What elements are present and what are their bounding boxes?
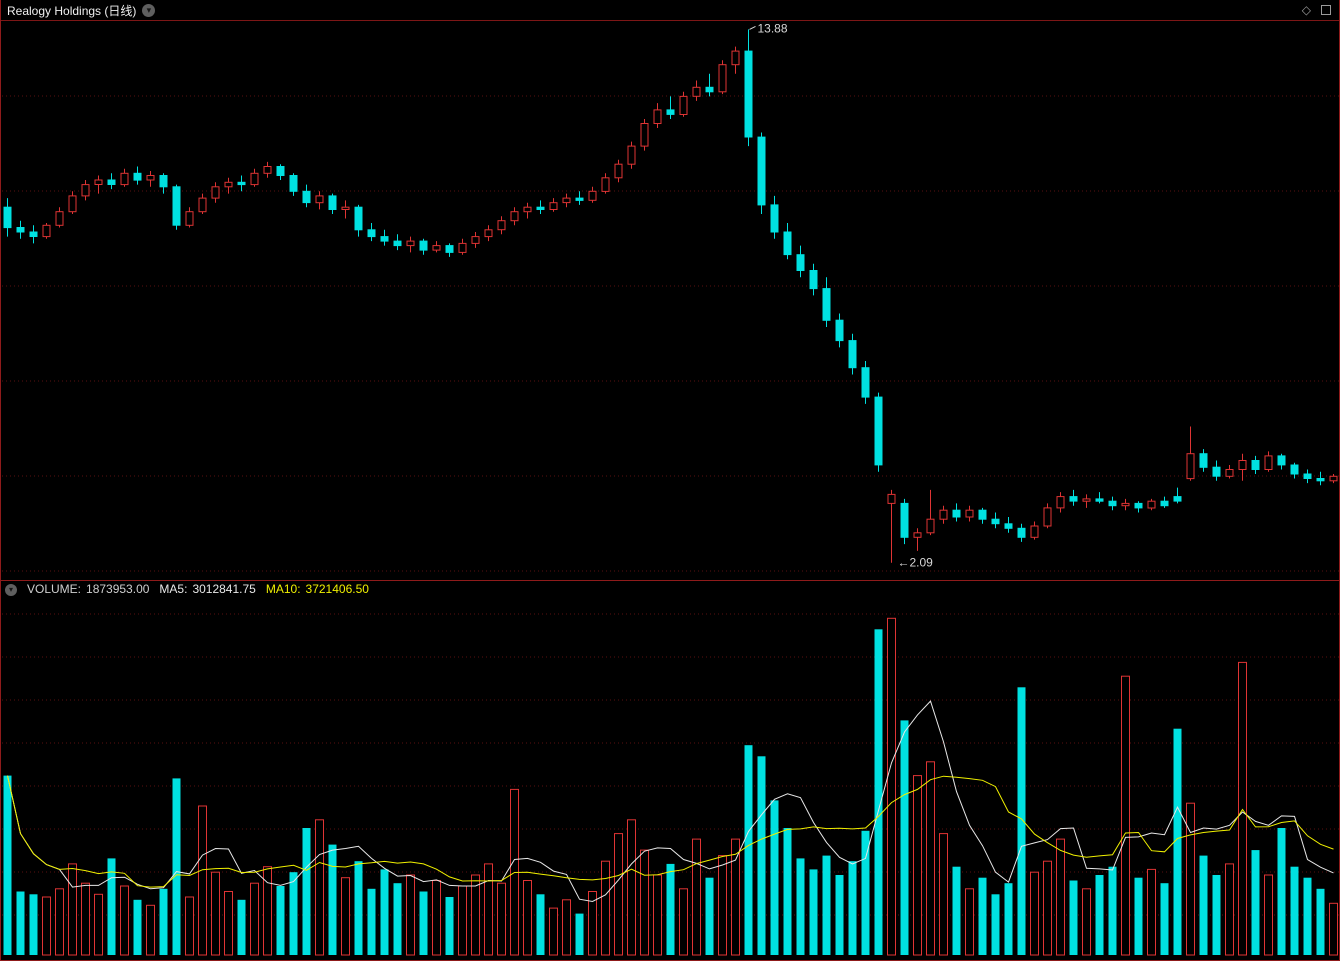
chevron-down-icon: ▾: [146, 4, 152, 15]
ma10-label: MA10:: [265, 582, 301, 596]
symbol-dropdown-icon[interactable]: ▾: [142, 3, 156, 17]
volume-chart[interactable]: [1, 598, 1340, 961]
candlestick-chart[interactable]: 13.88 ←2.09: [1, 21, 1340, 581]
ma10-readout: MA10: 3721406.50: [266, 582, 369, 597]
chevron-down-icon: ▾: [8, 584, 13, 594]
ma5-readout: MA5: 3012841.75: [159, 582, 255, 597]
volume-readout: VOLUME: 1873953.00: [27, 582, 149, 597]
titlebar-right-icons: ◇: [1302, 4, 1331, 16]
title-bar: Realogy Holdings (日线) ▾ ◇: [1, 0, 1339, 21]
volume-label: VOLUME:: [27, 582, 82, 596]
ma5-value: 3012841.75: [192, 582, 256, 596]
ma5-label: MA5:: [159, 582, 188, 596]
svg-text:←2.09: ←2.09: [898, 556, 934, 570]
ma10-value: 3721406.50: [305, 582, 369, 596]
volume-header: ▾ VOLUME: 1873953.00 MA5: 3012841.75 MA1…: [1, 582, 1339, 597]
panel-collapse-icon[interactable]: ▾: [5, 583, 17, 596]
volume-value: 1873953.00: [86, 582, 150, 596]
diamond-icon[interactable]: ◇: [1301, 3, 1311, 17]
svg-text:13.88: 13.88: [758, 21, 788, 35]
window-icon[interactable]: [1321, 5, 1331, 15]
symbol-title[interactable]: Realogy Holdings (日线): [7, 3, 137, 18]
